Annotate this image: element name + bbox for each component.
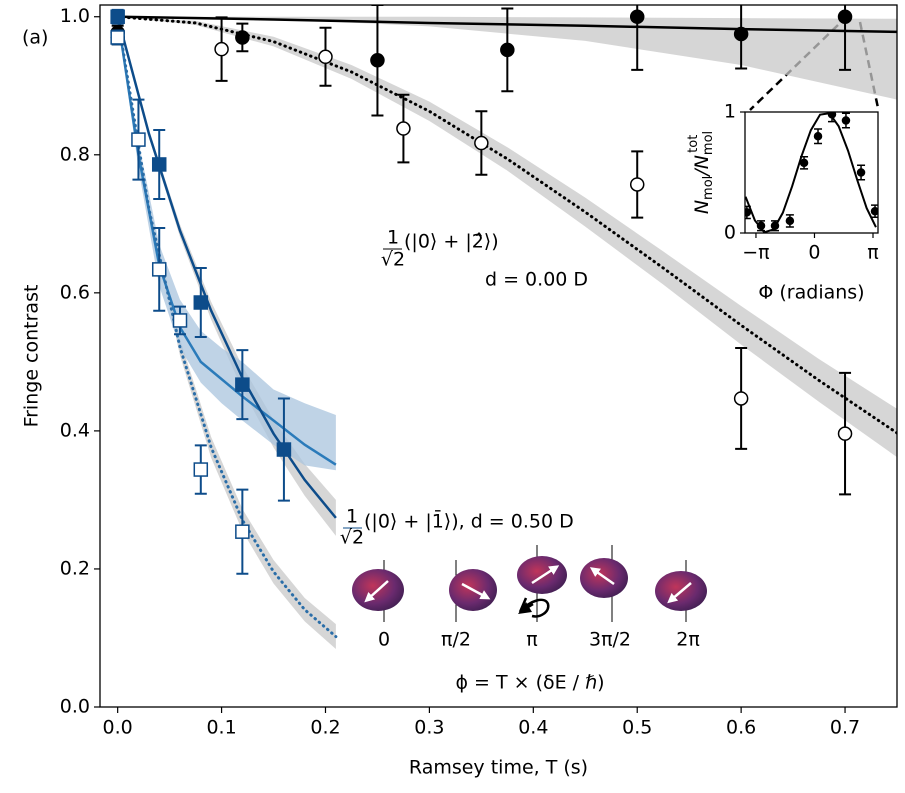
data-point [193,295,209,310]
data-point [841,116,851,125]
annotation: π [526,629,537,651]
x-tick-label: −π [742,242,769,264]
annotation: 2π [676,629,700,651]
data-point [214,41,229,57]
annotation: (|0⟩ + |2̂⟩) [404,231,499,253]
data-point [235,377,250,392]
data-point [151,157,167,172]
dipole-arrow [589,567,615,586]
data-point [235,524,250,539]
data-point [837,9,853,24]
data-point [745,208,752,217]
y-axis-label: Fringe contrast [21,285,43,428]
y-axis-label-part: mol [701,176,716,200]
x-tick-label: 0.3 [414,717,444,739]
data-point [733,391,749,406]
data-point [837,426,853,441]
dipole-arrow [667,582,692,604]
data-point [474,135,489,151]
annotation: ϕ = T × (δE / ℏ) [455,672,604,694]
plot-area [110,5,897,650]
data-point [827,112,837,119]
y-tick-label: 0.0 [60,696,90,718]
data-point [770,221,780,230]
y-tick-label: 0.2 [60,557,90,579]
x-tick-label: 0.4 [518,717,548,739]
annotation: √2 [381,249,405,271]
data-point [110,30,125,45]
axes-frame [99,4,898,708]
fit-line [116,16,337,519]
dipole-arrow [531,565,560,585]
panel-label: (a) [22,27,48,49]
annotation: 1 [346,506,358,528]
data-point [756,221,766,230]
data-point [235,30,250,45]
fit-line [745,112,877,233]
molecule-illustrations [352,545,707,622]
x-tick-label: 0 [808,242,820,264]
data-point [799,158,809,168]
data-point [110,9,125,24]
data-point [276,442,292,457]
x-tick-label: 0.6 [726,717,756,739]
dipole-arrow [461,582,491,600]
rotation-arrowhead [518,602,532,614]
annotation: 0 [378,629,390,651]
data-point [370,52,385,68]
data-point [131,132,146,147]
annotation: 1 [387,227,399,249]
data-point [629,9,645,24]
annotation: 3π/2 [589,629,631,651]
data-point [172,313,188,328]
y-tick-label: 1.0 [60,5,90,27]
x-tick-label: 0.0 [103,717,133,739]
data-point [870,206,878,216]
data-point [856,168,866,177]
y-tick-label: 1 [724,101,736,123]
data-point [151,262,167,277]
dotted-fit-line [116,15,338,639]
y-axis-label-part: tot [686,135,701,153]
fit-line [116,16,337,466]
confidence-band [117,16,336,536]
data-point [396,121,411,136]
y-axis-label-part: /N [691,155,713,178]
x-tick-label: 0.7 [830,717,860,739]
data-point [193,462,209,477]
x-tick-label: 0.1 [206,717,236,739]
dipole-arrow [364,580,389,603]
confidence-band [117,16,336,471]
confidence-band [117,16,897,100]
annotation: π/2 [441,629,471,651]
data-point [629,177,645,192]
data-point [733,26,749,42]
annotation: d = 0.00 D [485,269,588,291]
y-axis-label: Nmol/Nmoltot [686,131,716,214]
x-axis-label: Ramsey time, T (s) [409,757,588,779]
confidence-band [117,16,336,650]
y-tick-label: 0 [724,222,736,244]
y-tick-label: 0.8 [60,143,90,165]
y-tick-label: 0.6 [60,281,90,303]
x-tick-label: 0.5 [622,717,652,739]
y-tick-label: 0.4 [60,419,90,441]
data-point [785,216,795,226]
data-point [500,42,515,58]
annotation: √2 [340,527,364,549]
axes-frame [744,111,879,234]
plot-area [745,112,878,233]
x-axis-label: Φ (radians) [758,282,864,304]
x-tick-label: 0.2 [310,717,340,739]
annotation: (|0⟩ + |1̄⟩), d = 0.50 D [364,508,574,532]
data-point [813,131,823,141]
x-tick-label: π [867,242,878,264]
y-axis-label-part: mol [701,131,716,155]
y-axis-label-part: N [691,200,713,214]
data-point [318,49,333,65]
